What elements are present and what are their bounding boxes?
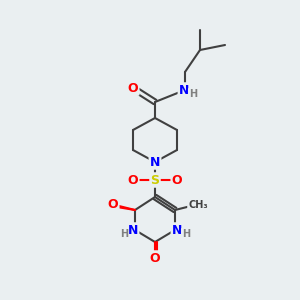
Text: N: N: [128, 224, 138, 236]
Text: H: H: [189, 89, 197, 99]
Text: H: H: [182, 229, 190, 239]
Text: N: N: [179, 83, 189, 97]
Text: H: H: [120, 229, 128, 239]
Text: N: N: [172, 224, 182, 236]
Text: CH₃: CH₃: [188, 200, 208, 210]
Text: S: S: [151, 173, 160, 187]
Text: O: O: [172, 173, 182, 187]
Text: O: O: [128, 173, 138, 187]
Text: O: O: [150, 251, 160, 265]
Text: N: N: [150, 155, 160, 169]
Text: O: O: [108, 199, 118, 212]
Text: O: O: [128, 82, 138, 94]
